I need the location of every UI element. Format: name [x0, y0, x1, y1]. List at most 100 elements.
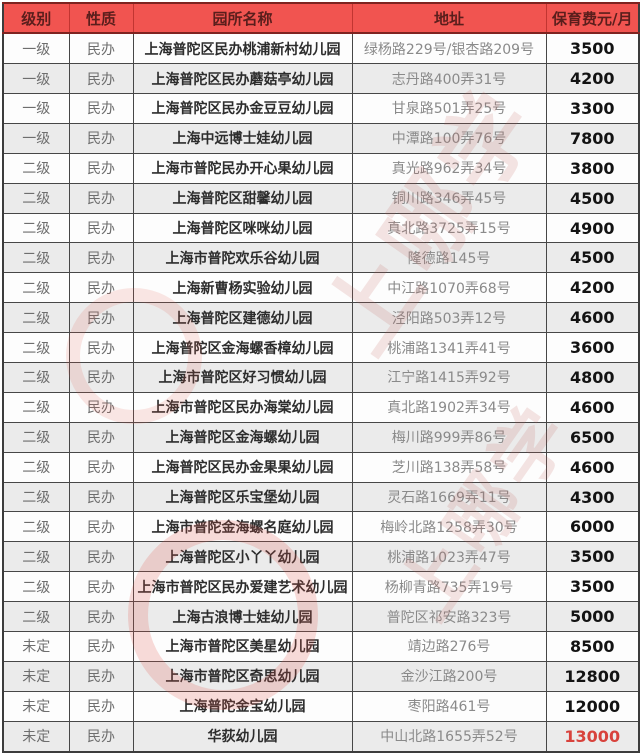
table-row: 二级 民办 上海市普陀金海螺名庭幼儿园 梅岭北路1258弄30号 6000 — [2, 511, 640, 543]
cell-level: 未定 — [2, 690, 70, 722]
cell-fee: 4300 — [545, 481, 640, 513]
cell-level: 二级 — [2, 362, 70, 393]
cell-type: 民办 — [68, 660, 134, 692]
cell-name: 上海普陀区民办蘑菇亭幼儿园 — [132, 63, 353, 94]
table-row: 二级 民办 上海普陀区甜馨幼儿园 铜川路346弄45号 4500 — [2, 182, 640, 214]
cell-type: 民办 — [68, 720, 134, 753]
table-row: 二级 民办 上海市普陀区民办海棠幼儿园 真北路1902弄34号 4600 — [2, 391, 640, 423]
cell-fee: 4900 — [545, 212, 640, 244]
table-row: 二级 民办 上海普陀区小丫丫幼儿园 桃浦路1023弄47号 3500 — [2, 541, 640, 573]
cell-name: 上海普陀区民办金果果幼儿园 — [132, 451, 353, 483]
cell-type: 民办 — [68, 481, 134, 513]
column-header-name: 园所名称 — [132, 2, 353, 34]
table-row: 一级 民办 上海中远博士娃幼儿园 中潭路100弄76号 7800 — [2, 122, 640, 154]
cell-name: 上海普陀区建德幼儿园 — [132, 302, 353, 334]
cell-name: 上海普陀区乐宝堡幼儿园 — [132, 481, 353, 513]
cell-address: 江宁路1415弄92号 — [351, 362, 547, 393]
cell-level: 二级 — [2, 571, 70, 603]
cell-fee: 4200 — [545, 63, 640, 94]
cell-fee: 4600 — [545, 391, 640, 423]
cell-address: 桃浦路1341弄41号 — [351, 332, 547, 364]
cell-type: 民办 — [68, 391, 134, 423]
cell-address: 枣阳路461号 — [351, 690, 547, 722]
cell-address: 灵石路1669弄11号 — [351, 481, 547, 513]
cell-level: 二级 — [2, 212, 70, 244]
cell-name: 上海普陀区民办金豆豆幼儿园 — [132, 93, 353, 124]
cell-level: 二级 — [2, 182, 70, 214]
header-row: 级别 性质 园所名称 地址 保育费元/月 — [2, 2, 640, 34]
cell-level: 二级 — [2, 601, 70, 633]
cell-fee: 3500 — [545, 571, 640, 603]
cell-type: 民办 — [68, 32, 134, 65]
cell-address: 金沙江路200号 — [351, 660, 547, 692]
cell-name: 上海市普陀金海螺名庭幼儿园 — [132, 511, 353, 543]
cell-type: 民办 — [68, 242, 134, 274]
cell-level: 二级 — [2, 421, 70, 453]
cell-level: 二级 — [2, 511, 70, 543]
cell-type: 民办 — [68, 122, 134, 154]
column-header-fee: 保育费元/月 — [545, 2, 640, 34]
cell-name: 上海市普陀区美星幼儿园 — [132, 631, 353, 662]
cell-name: 上海古浪博士娃幼儿园 — [132, 601, 353, 633]
cell-name: 上海市普陀欢乐谷幼儿园 — [132, 242, 353, 274]
cell-name: 上海市普陀区民办海棠幼儿园 — [132, 391, 353, 423]
cell-fee: 3500 — [545, 32, 640, 65]
cell-name: 上海普陀区咪咪幼儿园 — [132, 212, 353, 244]
cell-fee: 3600 — [545, 332, 640, 364]
cell-address: 铜川路346弄45号 — [351, 182, 547, 214]
cell-fee: 8500 — [545, 631, 640, 662]
table-row: 二级 民办 上海普陀区咪咪幼儿园 真北路3725弄15号 4900 — [2, 212, 640, 244]
table-row: 未定 民办 上海普陀金宝幼儿园 枣阳路461号 12000 — [2, 690, 640, 722]
cell-name: 上海市普陀区奇思幼儿园 — [132, 660, 353, 692]
cell-fee: 3300 — [545, 93, 640, 124]
cell-address: 绿杨路229号/银杏路209号 — [351, 32, 547, 65]
table-row: 二级 民办 上海市普陀民办开心果幼儿园 真光路962弄34号 3800 — [2, 152, 640, 184]
cell-fee: 13000 — [545, 720, 640, 753]
cell-type: 民办 — [68, 182, 134, 214]
cell-fee: 4500 — [545, 182, 640, 214]
table-row: 二级 民办 上海新曹杨实验幼儿园 中江路1070弄68号 4200 — [2, 272, 640, 304]
cell-name: 华荻幼儿园 — [132, 720, 353, 753]
table-row: 二级 民办 上海普陀区金海螺香樟幼儿园 桃浦路1341弄41号 3600 — [2, 332, 640, 364]
cell-level: 一级 — [2, 63, 70, 94]
cell-address: 杨柳青路735弄19号 — [351, 571, 547, 603]
cell-name: 上海中远博士娃幼儿园 — [132, 122, 353, 154]
cell-address: 甘泉路501弄25号 — [351, 93, 547, 124]
cell-level: 二级 — [2, 541, 70, 573]
cell-level: 一级 — [2, 32, 70, 65]
table-row: 一级 民办 上海普陀区民办金豆豆幼儿园 甘泉路501弄25号 3300 — [2, 93, 640, 124]
cell-name: 上海市普陀民办开心果幼儿园 — [132, 152, 353, 184]
table-row: 二级 民办 上海普陀区金海螺幼儿园 梅川路999弄86号 6500 — [2, 421, 640, 453]
cell-address: 中江路1070弄68号 — [351, 272, 547, 304]
cell-level: 未定 — [2, 720, 70, 753]
cell-type: 民办 — [68, 511, 134, 543]
cell-name: 上海普陀区金海螺香樟幼儿园 — [132, 332, 353, 364]
table-row: 二级 民办 上海普陀区民办金果果幼儿园 芝川路138弄58号 4600 — [2, 451, 640, 483]
cell-level: 二级 — [2, 332, 70, 364]
cell-address: 中山北路1655弄52号 — [351, 720, 547, 753]
cell-fee: 4800 — [545, 362, 640, 393]
cell-fee: 12800 — [545, 660, 640, 692]
cell-name: 上海市普陀区好习惯幼儿园 — [132, 362, 353, 393]
cell-address: 靖边路276号 — [351, 631, 547, 662]
cell-type: 民办 — [68, 212, 134, 244]
cell-type: 民办 — [68, 601, 134, 633]
cell-type: 民办 — [68, 63, 134, 94]
cell-fee: 6000 — [545, 511, 640, 543]
cell-type: 民办 — [68, 451, 134, 483]
table-row: 一级 民办 上海普陀区民办桃浦新村幼儿园 绿杨路229号/银杏路209号 350… — [2, 32, 640, 65]
cell-fee: 7800 — [545, 122, 640, 154]
cell-type: 民办 — [68, 541, 134, 573]
cell-fee: 4600 — [545, 451, 640, 483]
table-row: 二级 民办 上海普陀区建德幼儿园 泾阳路503弄12号 4600 — [2, 302, 640, 334]
cell-address: 梅川路999弄86号 — [351, 421, 547, 453]
table-row: 二级 民办 上海古浪博士娃幼儿园 普陀区祁安路323号 5000 — [2, 601, 640, 633]
cell-type: 民办 — [68, 152, 134, 184]
cell-level: 二级 — [2, 481, 70, 513]
table-row: 二级 民办 上海普陀区乐宝堡幼儿园 灵石路1669弄11号 4300 — [2, 481, 640, 513]
cell-fee: 6500 — [545, 421, 640, 453]
cell-address: 泾阳路503弄12号 — [351, 302, 547, 334]
cell-level: 未定 — [2, 660, 70, 692]
cell-address: 普陀区祁安路323号 — [351, 601, 547, 633]
